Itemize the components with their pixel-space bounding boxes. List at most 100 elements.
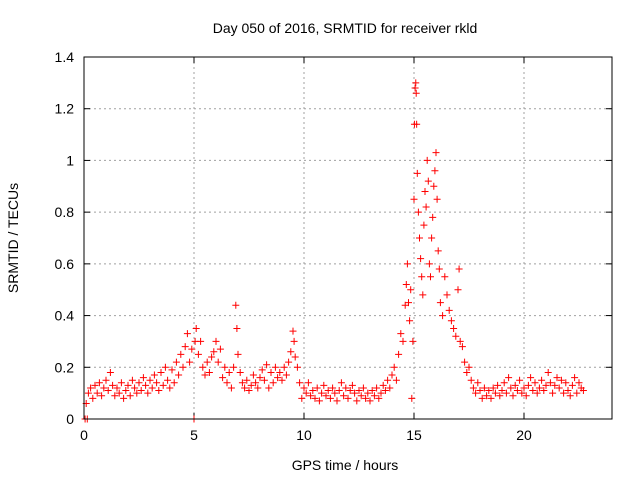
data-point: [542, 381, 550, 389]
data-point: [575, 379, 583, 387]
data-point: [420, 221, 428, 229]
data-point: [395, 350, 403, 358]
data-point: [164, 376, 172, 384]
data-point: [571, 374, 579, 382]
y-tick-label: 0: [66, 411, 74, 427]
data-point: [348, 381, 356, 389]
data-point: [293, 363, 301, 371]
data-point: [238, 379, 246, 387]
data-point: [227, 384, 235, 392]
data-point: [289, 327, 297, 335]
data-point: [413, 169, 421, 177]
data-point: [150, 371, 158, 379]
data-point: [359, 384, 367, 392]
data-points: [81, 79, 587, 423]
data-point: [282, 371, 290, 379]
data-point: [194, 350, 202, 358]
data-point: [84, 389, 92, 397]
data-point: [386, 384, 394, 392]
data-point: [423, 156, 431, 164]
data-point: [544, 368, 552, 376]
data-point: [135, 379, 143, 387]
data-point: [133, 389, 141, 397]
data-point: [115, 389, 123, 397]
data-point: [124, 381, 132, 389]
data-point: [357, 392, 365, 400]
data-point: [364, 389, 372, 397]
data-point: [573, 389, 581, 397]
data-point: [245, 387, 253, 395]
x-tick-label: 0: [80, 427, 88, 443]
data-point: [166, 384, 174, 392]
data-point: [461, 358, 469, 366]
data-point: [507, 384, 515, 392]
data-point: [355, 387, 363, 395]
data-point: [247, 381, 255, 389]
data-point: [379, 381, 387, 389]
data-point: [232, 301, 240, 309]
data-point: [373, 384, 381, 392]
data-point: [406, 317, 414, 325]
data-point: [106, 368, 114, 376]
data-point: [199, 363, 207, 371]
data-point: [384, 376, 392, 384]
data-point: [296, 379, 304, 387]
data-point: [260, 376, 268, 384]
data-point: [230, 363, 238, 371]
data-point: [175, 371, 183, 379]
data-point: [416, 234, 423, 242]
x-tick-label: 15: [406, 427, 422, 443]
data-point: [128, 376, 136, 384]
data-point: [549, 389, 557, 397]
data-point: [179, 363, 187, 371]
data-point: [243, 376, 251, 384]
data-point: [456, 337, 464, 345]
x-axis-title: GPS time / hours: [292, 457, 399, 473]
data-point: [476, 387, 484, 395]
y-tick-label: 0.6: [55, 256, 75, 272]
data-point: [425, 260, 433, 268]
data-point: [412, 89, 420, 97]
data-point: [429, 213, 437, 221]
x-tick-label: 5: [190, 427, 198, 443]
data-point: [368, 387, 376, 395]
data-point: [458, 343, 466, 351]
data-point: [186, 358, 194, 366]
data-point: [417, 255, 425, 263]
data-point: [91, 381, 99, 389]
data-point: [155, 387, 163, 395]
data-point: [403, 260, 411, 268]
data-point: [472, 389, 480, 397]
data-point: [409, 337, 417, 345]
data-point: [531, 379, 539, 387]
data-point: [516, 376, 524, 384]
data-point: [214, 358, 222, 366]
data-point: [478, 394, 486, 402]
data-point: [427, 273, 434, 281]
data-point: [324, 387, 332, 395]
data-point: [93, 389, 101, 397]
data-point: [432, 149, 440, 157]
data-point: [111, 392, 119, 400]
plot-frame: [83, 56, 613, 420]
data-point: [469, 384, 477, 392]
data-point: [454, 286, 462, 294]
y-axis-title: SRMTID / TECUs: [5, 183, 21, 293]
data-point: [399, 337, 407, 345]
data-point: [445, 306, 453, 314]
x-tick-label: 10: [296, 427, 312, 443]
data-point: [568, 381, 576, 389]
data-point: [405, 299, 412, 307]
data-point: [535, 384, 543, 392]
data-point: [424, 177, 432, 185]
data-point: [142, 381, 150, 389]
data-point: [285, 358, 293, 366]
data-point: [102, 376, 110, 384]
data-point: [274, 374, 282, 382]
data-point: [370, 392, 378, 400]
data-point: [300, 384, 308, 392]
data-point: [137, 387, 145, 395]
data-point: [551, 381, 559, 389]
data-point: [489, 384, 497, 392]
data-point: [413, 120, 421, 128]
